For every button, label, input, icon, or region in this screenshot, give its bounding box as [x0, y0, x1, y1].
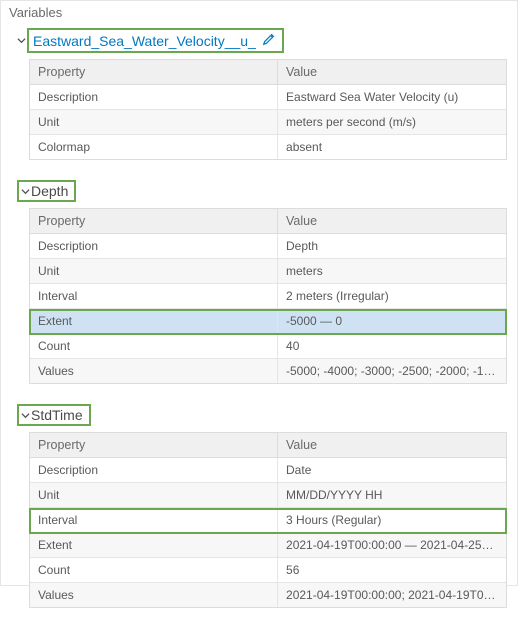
cell-value: 40	[278, 334, 506, 359]
table-row[interactable]: Values-5000; -4000; -3000; -2500; -2000;…	[30, 359, 506, 384]
depth-title-box: Depth	[17, 180, 76, 202]
table-row[interactable]: Values2021-04-19T00:00:00; 2021-04-19T03…	[30, 583, 506, 608]
col-header-value[interactable]: Value	[278, 433, 506, 458]
cell-value: 2 meters (Irregular)	[278, 284, 506, 309]
section-variable: Eastward_Sea_Water_Velocity__u_ Property…	[1, 24, 517, 176]
cell-property: Extent	[30, 309, 278, 334]
panel-title: Variables	[1, 1, 517, 24]
table-row[interactable]: Count40	[30, 334, 506, 359]
cell-property: Unit	[30, 483, 278, 508]
chevron-down-icon[interactable]	[21, 411, 31, 420]
chevron-down-icon[interactable]	[17, 36, 27, 45]
cell-value: meters	[278, 259, 506, 284]
variable-name-box: Eastward_Sea_Water_Velocity__u_	[27, 28, 284, 53]
table-row[interactable]: Extent2021-04-19T00:00:00 — 2021-04-25T2…	[30, 533, 506, 558]
cell-property: Interval	[30, 508, 278, 533]
cell-property: Values	[30, 359, 278, 384]
cell-value: 2021-04-19T00:00:00; 2021-04-19T03:00:00…	[278, 583, 506, 608]
table-row[interactable]: Count56	[30, 558, 506, 583]
cell-value: absent	[278, 135, 506, 160]
table-row[interactable]: Interval3 Hours (Regular)	[30, 508, 506, 533]
cell-property: Description	[30, 458, 278, 483]
cell-property: Count	[30, 334, 278, 359]
section-depth: Depth Property Value DescriptionDepthUni…	[1, 176, 517, 400]
cell-property: Extent	[30, 533, 278, 558]
variable-name[interactable]: Eastward_Sea_Water_Velocity__u_	[33, 33, 256, 49]
col-header-property[interactable]: Property	[30, 60, 278, 85]
cell-property: Interval	[30, 284, 278, 309]
cell-value: meters per second (m/s)	[278, 110, 506, 135]
cell-value: -5000 — 0	[278, 309, 506, 334]
table-row[interactable]: DescriptionEastward Sea Water Velocity (…	[30, 85, 506, 110]
cell-property: Unit	[30, 110, 278, 135]
cell-property: Unit	[30, 259, 278, 284]
cell-property: Values	[30, 583, 278, 608]
table-row[interactable]: Colormapabsent	[30, 135, 506, 160]
table-row[interactable]: Interval2 meters (Irregular)	[30, 284, 506, 309]
table-row[interactable]: UnitMM/DD/YYYY HH	[30, 483, 506, 508]
section-stdtime: StdTime Property Value DescriptionDateUn…	[1, 400, 517, 624]
table-row[interactable]: Extent-5000 — 0	[30, 309, 506, 334]
col-header-value[interactable]: Value	[278, 60, 506, 85]
cell-value: Eastward Sea Water Velocity (u)	[278, 85, 506, 110]
cell-property: Colormap	[30, 135, 278, 160]
pencil-edit-icon[interactable]	[262, 32, 276, 49]
cell-value: MM/DD/YYYY HH	[278, 483, 506, 508]
stdtime-title[interactable]: StdTime	[31, 407, 83, 423]
depth-title[interactable]: Depth	[31, 183, 68, 199]
depth-table: Property Value DescriptionDepthUnitmeter…	[29, 208, 507, 384]
cell-value: 2021-04-19T00:00:00 — 2021-04-25T21:00:0…	[278, 533, 506, 558]
cell-property: Description	[30, 85, 278, 110]
cell-property: Description	[30, 234, 278, 259]
cell-value: Depth	[278, 234, 506, 259]
table-row[interactable]: Unitmeters per second (m/s)	[30, 110, 506, 135]
stdtime-table: Property Value DescriptionDateUnitMM/DD/…	[29, 432, 507, 608]
col-header-value[interactable]: Value	[278, 209, 506, 234]
col-header-property[interactable]: Property	[30, 433, 278, 458]
table-row[interactable]: DescriptionDepth	[30, 234, 506, 259]
cell-value: 56	[278, 558, 506, 583]
cell-value: Date	[278, 458, 506, 483]
variable-table: Property Value DescriptionEastward Sea W…	[29, 59, 507, 160]
table-row[interactable]: DescriptionDate	[30, 458, 506, 483]
chevron-down-icon[interactable]	[21, 187, 31, 196]
cell-property: Count	[30, 558, 278, 583]
variables-panel: Variables Eastward_Sea_Water_Velocity__u…	[0, 0, 518, 586]
cell-value: 3 Hours (Regular)	[278, 508, 506, 533]
col-header-property[interactable]: Property	[30, 209, 278, 234]
stdtime-title-box: StdTime	[17, 404, 91, 426]
cell-value: -5000; -4000; -3000; -2500; -2000; -1500…	[278, 359, 506, 384]
table-row[interactable]: Unitmeters	[30, 259, 506, 284]
